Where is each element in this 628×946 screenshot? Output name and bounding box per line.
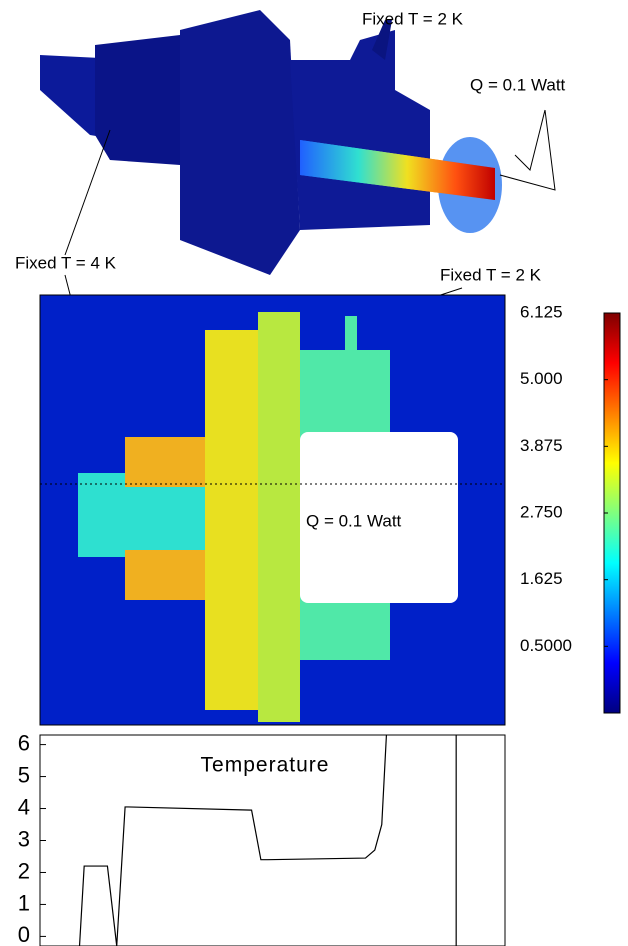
- figure: Fixed T = 2 K Q = 0.1 Watt Fixed T = 4 K…: [0, 0, 628, 946]
- annotation: Fixed T = 2 K: [362, 9, 464, 28]
- y-tick-label: 2: [18, 858, 30, 883]
- y-tick-label: 1: [18, 890, 30, 915]
- colorbar-tick-label: 6.125: [520, 302, 563, 321]
- render-3d: [40, 10, 502, 275]
- plot-title: Temperature: [201, 754, 330, 777]
- annotation: Q = 0.1 Watt: [306, 511, 402, 530]
- page: Fixed T = 2 K Q = 0.1 Watt Fixed T = 4 K…: [0, 0, 628, 946]
- colorbar-tick-label: 1.625: [520, 569, 563, 588]
- y-tick-label: 4: [18, 794, 30, 819]
- annotation: Fixed T = 2 K: [440, 265, 542, 284]
- annotation: Q = 0.1 Watt: [470, 75, 566, 94]
- colorbar-tick-label: 2.750: [520, 502, 563, 521]
- leader: [500, 110, 555, 190]
- annotation: Fixed T = 4 K: [15, 253, 117, 272]
- colorbar-tick-label: 5.000: [520, 369, 563, 388]
- heatmap: [40, 295, 505, 725]
- colorbar-tick-label: 0.5000: [520, 636, 572, 655]
- y-tick-label: 0: [18, 922, 30, 946]
- y-tick-label: 3: [18, 826, 30, 851]
- y-tick-label: 6: [18, 730, 30, 755]
- y-tick-label: 5: [18, 762, 30, 787]
- colorbar-tick-label: 3.875: [520, 436, 563, 455]
